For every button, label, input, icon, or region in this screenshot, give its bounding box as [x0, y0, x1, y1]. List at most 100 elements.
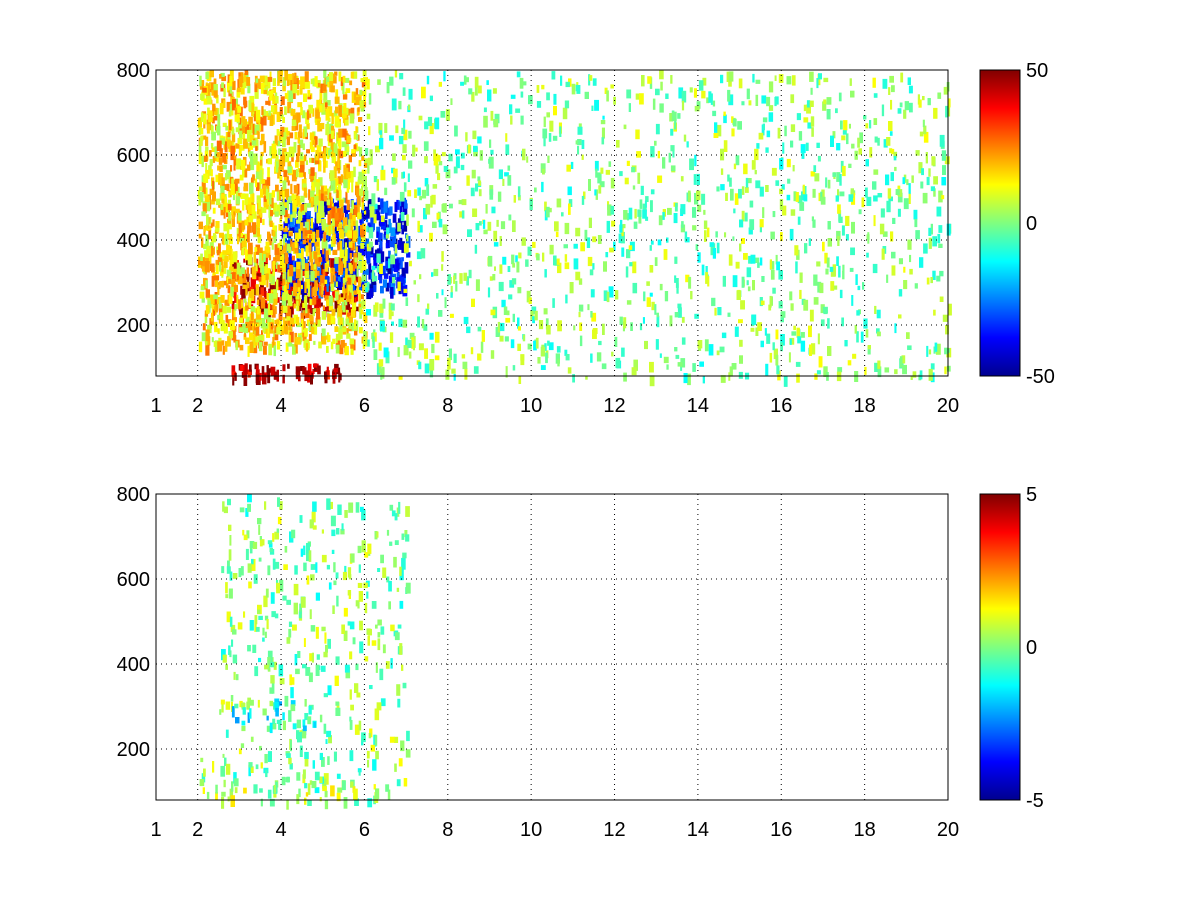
heatmap-cell [335, 233, 340, 238]
heatmap-cell [317, 365, 321, 375]
heatmap-cell [431, 194, 436, 205]
heatmap-cell [237, 236, 239, 245]
heatmap-cell [619, 224, 623, 233]
heatmap-cell [455, 149, 460, 155]
heatmap-cell [380, 626, 385, 635]
heatmap-cell [460, 164, 465, 171]
heatmap-cell [227, 234, 233, 239]
heatmap-cell [297, 144, 301, 156]
heatmap-cell [348, 316, 353, 323]
heatmap-cell [381, 265, 386, 276]
heatmap-cell [396, 201, 400, 210]
heatmap-cell [487, 89, 492, 102]
heatmap-cell [544, 269, 547, 278]
heatmap-cell [576, 85, 581, 94]
heatmap-cell [944, 347, 949, 355]
heatmap-cell [869, 120, 872, 129]
heatmap-cell [330, 85, 335, 93]
heatmap-cell [819, 282, 824, 294]
heatmap-cell [205, 136, 209, 147]
heatmap-cell [305, 308, 310, 319]
heatmap-cell [353, 788, 358, 800]
x-tick-label: 18 [854, 819, 876, 841]
heatmap-cell [911, 175, 914, 183]
heatmap-cell [374, 531, 378, 540]
heatmap-cell [805, 142, 809, 151]
heatmap-cell [607, 204, 612, 216]
heatmap-cell [936, 206, 942, 217]
heatmap-cell [772, 211, 776, 218]
heatmap-cell [830, 281, 835, 291]
heatmap-cell [227, 336, 231, 347]
heatmap-cell [872, 181, 877, 190]
heatmap-cell [247, 221, 252, 232]
heatmap-cell [907, 77, 911, 85]
heatmap-cell [298, 611, 302, 619]
heatmap-cell [399, 600, 404, 609]
heatmap-cell [335, 161, 338, 171]
heatmap-cell [282, 712, 285, 721]
heatmap-cell [674, 256, 678, 264]
heatmap-cell [272, 105, 278, 115]
heatmap-cell [823, 366, 828, 377]
heatmap-cell [405, 582, 411, 594]
heatmap-cell [554, 221, 559, 232]
heatmap-cell [221, 791, 226, 797]
heatmap-cell [231, 279, 236, 289]
heatmap-cell [286, 309, 292, 317]
heatmap-cell [313, 196, 319, 206]
heatmap-cell [389, 541, 393, 546]
heatmap-cell [364, 552, 369, 558]
heatmap-cell [417, 294, 420, 303]
heatmap-cell [343, 167, 349, 180]
heatmap-cell [886, 137, 891, 146]
heatmap-cell [274, 211, 279, 217]
heatmap-cell [817, 155, 821, 162]
heatmap-cell [856, 331, 859, 343]
heatmap-cell [729, 366, 733, 377]
heatmap-cell [305, 203, 311, 208]
heatmap-cell [233, 291, 237, 299]
heatmap-cell [324, 207, 328, 215]
heatmap-cell [881, 248, 885, 260]
heatmap-cell [735, 261, 740, 269]
heatmap-cell [590, 289, 595, 298]
heatmap-cell [818, 192, 822, 202]
heatmap-cell [255, 244, 261, 255]
heatmap-cell [282, 242, 287, 253]
heatmap-cell [287, 271, 293, 283]
heatmap-cell [887, 188, 892, 199]
heatmap-cell [269, 114, 274, 126]
heatmap-cell [318, 177, 323, 187]
heatmap-cell [198, 233, 202, 239]
heatmap-cell [914, 219, 918, 228]
heatmap-cell [331, 259, 336, 270]
heatmap-cell [307, 363, 312, 375]
heatmap-cell [438, 218, 443, 228]
heatmap-cell [944, 156, 950, 165]
heatmap-cell [316, 654, 320, 660]
heatmap-cell [401, 127, 405, 135]
heatmap-cell [561, 212, 564, 217]
heatmap-cell [258, 262, 264, 268]
heatmap-cell [228, 293, 233, 304]
heatmap-cell [873, 195, 878, 202]
heatmap-cell [594, 189, 597, 196]
x-tick-label: 20 [937, 819, 959, 841]
heatmap-cell [334, 184, 337, 192]
heatmap-cell [332, 375, 335, 380]
heatmap-cell [296, 269, 301, 279]
heatmap-cell [260, 151, 264, 157]
heatmap-cell [268, 293, 274, 304]
heatmap-cell [575, 271, 581, 281]
heatmap-cell [928, 237, 932, 249]
heatmap-cell [645, 216, 649, 221]
heatmap-cell [203, 155, 208, 162]
heatmap-cell [610, 177, 615, 189]
heatmap-cell [337, 166, 341, 174]
heatmap-cell [272, 95, 276, 105]
heatmap-cell [800, 340, 806, 352]
heatmap-cell [243, 375, 248, 386]
heatmap-cell [299, 284, 303, 289]
heatmap-cell [642, 317, 645, 324]
